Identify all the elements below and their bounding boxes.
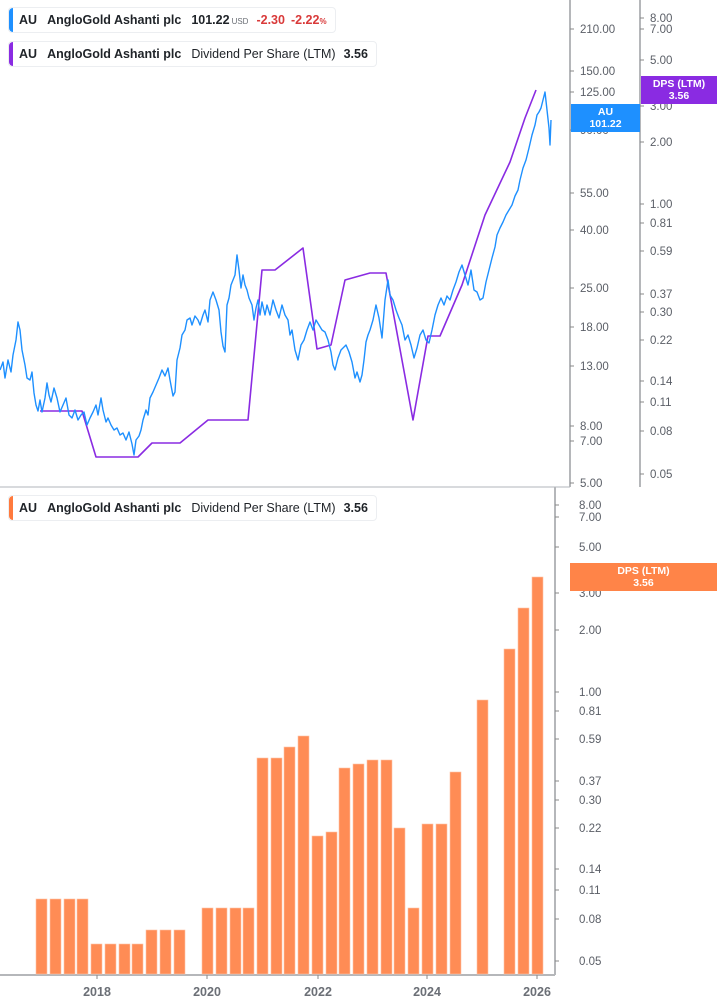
legend-color-swatch xyxy=(9,496,13,520)
svg-text:0.05: 0.05 xyxy=(650,469,672,481)
svg-text:2024: 2024 xyxy=(413,985,441,999)
svg-text:0.14: 0.14 xyxy=(650,376,673,388)
svg-text:40.00: 40.00 xyxy=(580,225,609,237)
svg-text:2018: 2018 xyxy=(83,985,111,999)
x-axis-ticks: 2018 2020 2022 2024 2026 xyxy=(83,975,551,999)
svg-text:5.00: 5.00 xyxy=(650,55,672,67)
svg-text:13.00: 13.00 xyxy=(580,361,609,373)
svg-text:0.30: 0.30 xyxy=(579,795,601,807)
svg-text:0.14: 0.14 xyxy=(579,864,602,876)
svg-text:0.59: 0.59 xyxy=(650,246,672,258)
legend-dps-top[interactable]: AU AngloGold Ashanti plc Dividend Per Sh… xyxy=(8,41,377,67)
svg-text:0.81: 0.81 xyxy=(579,706,601,718)
dps-value-tag-bottom: DPS (LTM) 3.56 xyxy=(570,563,717,591)
svg-text:0.30: 0.30 xyxy=(650,307,672,319)
svg-text:125.00: 125.00 xyxy=(580,87,615,99)
svg-text:2022: 2022 xyxy=(304,985,332,999)
legend-currency: USD xyxy=(231,16,249,26)
svg-text:1.00: 1.00 xyxy=(650,199,672,211)
svg-text:18.00: 18.00 xyxy=(580,322,609,334)
dps-line xyxy=(40,89,537,458)
legend-price[interactable]: AU AngloGold Ashanti plc 101.22 USD -2.3… xyxy=(8,7,336,33)
legend-change: -2.30 xyxy=(256,13,285,27)
legend-dps-bottom[interactable]: AU AngloGold Ashanti plc Dividend Per Sh… xyxy=(8,495,377,521)
svg-text:8.00: 8.00 xyxy=(650,13,672,25)
svg-text:150.00: 150.00 xyxy=(580,66,615,78)
legend-company-name: AngloGold Ashanti plc xyxy=(47,501,182,515)
legend-ticker: AU xyxy=(19,47,38,61)
svg-text:0.11: 0.11 xyxy=(579,885,601,897)
svg-text:2.00: 2.00 xyxy=(579,625,601,637)
legend-color-swatch xyxy=(9,8,13,32)
svg-text:0.11: 0.11 xyxy=(650,397,672,409)
svg-text:0.05: 0.05 xyxy=(579,956,601,968)
legend-company-name: AngloGold Ashanti plc xyxy=(47,13,182,27)
svg-text:55.00: 55.00 xyxy=(580,188,609,200)
svg-text:0.08: 0.08 xyxy=(650,426,672,438)
svg-text:8.00: 8.00 xyxy=(579,500,601,512)
svg-text:5.00: 5.00 xyxy=(580,478,602,490)
legend-company-name: AngloGold Ashanti plc xyxy=(47,47,182,61)
legend-metric-value: 3.56 xyxy=(343,501,368,515)
svg-text:0.22: 0.22 xyxy=(579,823,601,835)
svg-text:1.00: 1.00 xyxy=(579,687,601,699)
legend-color-swatch xyxy=(9,42,13,66)
svg-text:5.00: 5.00 xyxy=(579,542,601,554)
svg-text:0.81: 0.81 xyxy=(650,218,672,230)
legend-metric: Dividend Per Share (LTM) xyxy=(191,501,336,515)
dps-axis-ticks-top: 8.00 7.00 5.00 3.00 2.00 1.00 0.81 0.59 … xyxy=(640,13,673,481)
legend-ticker: AU xyxy=(19,13,38,27)
dps-value-tag-top: DPS (LTM) 3.56 xyxy=(641,76,717,104)
price-axis-ticks: 210.00 150.00 125.00 90.00 55.00 40.00 2… xyxy=(570,24,615,490)
svg-text:0.37: 0.37 xyxy=(650,289,672,301)
legend-ticker: AU xyxy=(19,501,38,515)
svg-text:7.00: 7.00 xyxy=(580,436,602,448)
dps-bars xyxy=(35,576,544,975)
dps-axis-ticks-bottom: 8.00 7.00 5.00 3.00 2.00 1.00 0.81 0.59 … xyxy=(555,500,602,968)
price-value-tag: AU 101.22 xyxy=(571,104,640,132)
svg-text:25.00: 25.00 xyxy=(580,283,609,295)
svg-text:7.00: 7.00 xyxy=(650,24,672,36)
svg-text:0.59: 0.59 xyxy=(579,734,601,746)
legend-price-value: 101.22 xyxy=(191,13,230,27)
legend-metric: Dividend Per Share (LTM) xyxy=(191,47,336,61)
legend-metric-value: 3.56 xyxy=(343,47,368,61)
svg-text:210.00: 210.00 xyxy=(580,24,615,36)
svg-text:2020: 2020 xyxy=(193,985,221,999)
price-line xyxy=(0,91,552,456)
svg-text:8.00: 8.00 xyxy=(580,421,602,433)
legend-change-pct: -2.22% xyxy=(290,13,327,27)
svg-text:3.00: 3.00 xyxy=(650,101,672,113)
svg-text:3.00: 3.00 xyxy=(579,588,601,600)
svg-text:2026: 2026 xyxy=(523,985,551,999)
svg-text:2.00: 2.00 xyxy=(650,137,672,149)
svg-text:0.37: 0.37 xyxy=(579,776,601,788)
svg-text:0.22: 0.22 xyxy=(650,335,672,347)
svg-text:7.00: 7.00 xyxy=(579,512,601,524)
svg-text:0.08: 0.08 xyxy=(579,914,601,926)
